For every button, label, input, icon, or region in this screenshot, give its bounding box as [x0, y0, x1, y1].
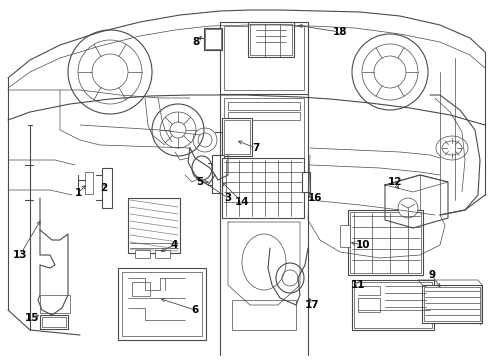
- Bar: [40, 315, 68, 329]
- Bar: [354, 282, 432, 328]
- Bar: [42, 317, 66, 327]
- Text: 18: 18: [333, 27, 347, 37]
- Text: 3: 3: [224, 193, 232, 203]
- Bar: [224, 98, 304, 218]
- Bar: [248, 22, 294, 57]
- Bar: [340, 225, 350, 247]
- Ellipse shape: [436, 136, 468, 160]
- Text: 8: 8: [193, 37, 199, 47]
- Bar: [155, 250, 170, 258]
- Text: 9: 9: [428, 270, 436, 280]
- Bar: [352, 280, 434, 330]
- Bar: [85, 172, 93, 194]
- Bar: [302, 172, 310, 192]
- Bar: [132, 282, 150, 296]
- Bar: [40, 295, 70, 313]
- Bar: [228, 112, 300, 120]
- Bar: [212, 155, 224, 193]
- Text: 7: 7: [252, 143, 260, 153]
- Text: 5: 5: [196, 177, 204, 187]
- Text: 6: 6: [192, 305, 198, 315]
- Ellipse shape: [242, 234, 286, 290]
- Bar: [204, 28, 222, 50]
- Bar: [118, 268, 206, 340]
- Bar: [205, 29, 221, 49]
- Text: 14: 14: [235, 197, 249, 207]
- Text: 10: 10: [356, 240, 370, 250]
- Bar: [135, 250, 150, 258]
- Bar: [122, 272, 202, 336]
- Bar: [128, 198, 180, 253]
- Text: 13: 13: [13, 250, 27, 260]
- Bar: [222, 158, 304, 218]
- Ellipse shape: [398, 198, 418, 218]
- Text: 16: 16: [308, 193, 322, 203]
- Text: 11: 11: [351, 280, 365, 290]
- Bar: [102, 168, 112, 208]
- Bar: [224, 26, 304, 90]
- Text: 12: 12: [388, 177, 402, 187]
- Bar: [232, 300, 296, 330]
- Bar: [250, 24, 292, 55]
- Ellipse shape: [442, 141, 462, 155]
- Bar: [424, 287, 480, 321]
- Text: 17: 17: [305, 300, 319, 310]
- Bar: [220, 22, 308, 94]
- Bar: [350, 212, 421, 273]
- Text: 2: 2: [100, 183, 108, 193]
- Text: 1: 1: [74, 188, 82, 198]
- Bar: [228, 102, 300, 110]
- Bar: [222, 118, 252, 156]
- Bar: [422, 285, 482, 323]
- Bar: [358, 298, 380, 312]
- Text: 15: 15: [25, 313, 39, 323]
- Bar: [348, 210, 423, 275]
- Bar: [224, 120, 250, 154]
- Text: 4: 4: [171, 240, 178, 250]
